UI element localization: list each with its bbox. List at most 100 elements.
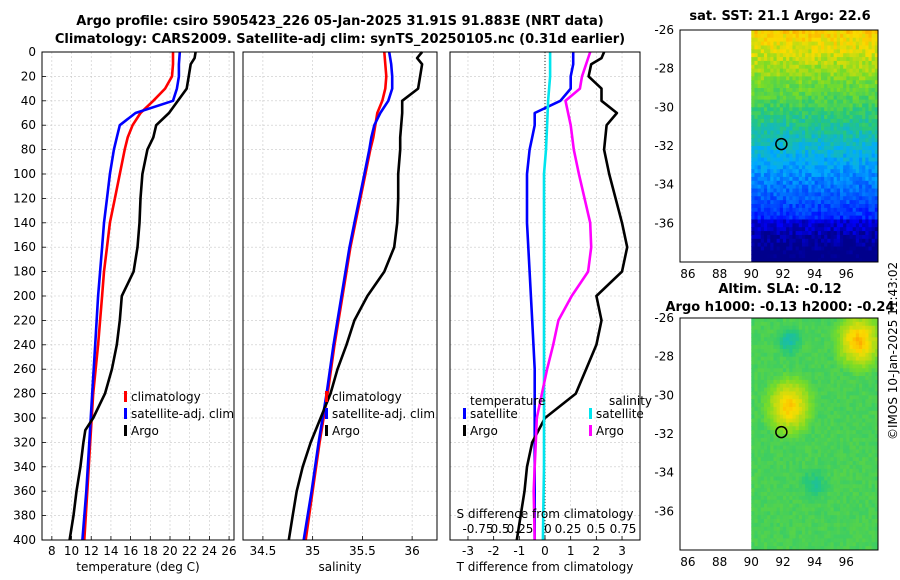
heatmap-cell: [767, 480, 771, 485]
heatmap-cell: [789, 176, 793, 182]
heatmap-cell: [811, 115, 816, 120]
heatmap-cell: [805, 437, 809, 443]
heatmap-cell: [855, 321, 860, 327]
heatmap-cell: [760, 53, 765, 58]
heatmap-cell: [824, 360, 828, 365]
heatmap-cell: [751, 430, 755, 435]
heatmap-cell: [767, 472, 771, 477]
heatmap-cell: [763, 84, 768, 89]
heatmap-cell: [763, 95, 768, 100]
heatmap-cell: [852, 511, 857, 516]
heatmap-cell: [874, 130, 879, 135]
heatmap-cell: [805, 530, 809, 535]
heatmap-cell: [776, 387, 781, 392]
heatmap-cell: [868, 223, 873, 228]
heatmap-cell: [795, 410, 800, 416]
heatmap-cell: [824, 95, 828, 100]
heatmap-cell: [849, 153, 854, 158]
heatmap-cell: [801, 146, 806, 151]
heatmap-cell: [782, 430, 787, 435]
heatmap-cell: [846, 76, 850, 81]
y-tick-label: 360: [13, 484, 36, 498]
heatmap-cell: [773, 107, 778, 112]
heatmap-cell: [855, 348, 860, 354]
heatmap-cell: [776, 333, 781, 338]
heatmap-cell: [798, 37, 803, 42]
heatmap-cell: [830, 530, 835, 535]
heatmap-cell: [757, 80, 762, 85]
heatmap-cell: [801, 337, 806, 342]
heatmap-cell: [792, 41, 797, 46]
heatmap-cell: [792, 184, 797, 189]
heatmap-cell: [862, 134, 866, 139]
heatmap-cell: [789, 169, 793, 174]
heatmap-cell: [801, 126, 806, 131]
heatmap-cell: [852, 403, 857, 408]
heatmap-cell: [770, 515, 774, 520]
heatmap-cell: [795, 395, 800, 400]
heatmap-cell: [773, 33, 778, 39]
heatmap-cell: [833, 383, 838, 388]
heatmap-cell: [833, 468, 838, 474]
heatmap-cell: [811, 84, 816, 89]
heatmap-cell: [786, 445, 790, 450]
heatmap-cell: [849, 115, 854, 120]
heatmap-cell: [767, 414, 771, 419]
heatmap-cell: [824, 538, 828, 543]
heatmap-cell: [830, 126, 835, 131]
heatmap-cell: [757, 134, 762, 139]
heatmap-cell: [792, 227, 797, 232]
heatmap-cell: [852, 430, 857, 435]
heatmap-cell: [865, 142, 869, 147]
heatmap-cell: [767, 418, 771, 423]
heatmap-cell: [836, 53, 841, 58]
heatmap-cell: [830, 215, 835, 220]
heatmap-cell: [773, 188, 778, 193]
heatmap-cell: [865, 215, 869, 220]
heatmap-cell: [824, 184, 828, 189]
heatmap-cell: [776, 441, 781, 446]
heatmap-cell: [757, 130, 762, 135]
secondary-x-tick-label: 0.5: [490, 522, 509, 536]
heatmap-cell: [814, 410, 819, 416]
heatmap-cell: [865, 464, 869, 470]
heatmap-cell: [820, 445, 825, 450]
heatmap-cell: [871, 242, 876, 247]
heatmap-cell: [855, 254, 860, 259]
heatmap-cell: [827, 426, 831, 431]
heatmap-cell: [763, 122, 768, 128]
heatmap-cell: [776, 149, 781, 155]
heatmap-cell: [843, 60, 847, 66]
heatmap-cell: [846, 33, 850, 39]
heatmap-cell: [865, 223, 869, 228]
heatmap-cell: [811, 376, 816, 381]
heatmap-cell: [811, 227, 816, 232]
heatmap-cell: [779, 480, 784, 485]
heatmap-cell: [763, 173, 768, 178]
heatmap-cell: [817, 410, 822, 416]
heatmap-cell: [817, 511, 822, 516]
heatmap-cell: [805, 30, 809, 35]
heatmap-cell: [776, 476, 781, 481]
heatmap-cell: [855, 207, 860, 213]
heatmap-cell: [754, 383, 759, 388]
heatmap-cell: [855, 430, 860, 435]
heatmap-cell: [849, 403, 854, 408]
heatmap-cell: [820, 476, 825, 481]
heatmap-cell: [798, 542, 803, 547]
heatmap-cell: [786, 356, 790, 361]
heatmap-cell: [827, 242, 831, 247]
heatmap-cell: [827, 522, 831, 528]
heatmap-cell: [805, 180, 809, 186]
heatmap-cell: [776, 192, 781, 197]
heatmap-cell: [754, 542, 759, 547]
heatmap-cell: [754, 437, 759, 443]
heatmap-cell: [801, 242, 806, 247]
heatmap-cell: [820, 165, 825, 170]
heatmap-cell: [830, 484, 835, 489]
heatmap-cell: [808, 64, 812, 70]
heatmap-cell: [786, 188, 790, 193]
heatmap-cell: [814, 325, 819, 330]
heatmap-cell: [824, 495, 828, 501]
heatmap-cell: [763, 169, 768, 174]
